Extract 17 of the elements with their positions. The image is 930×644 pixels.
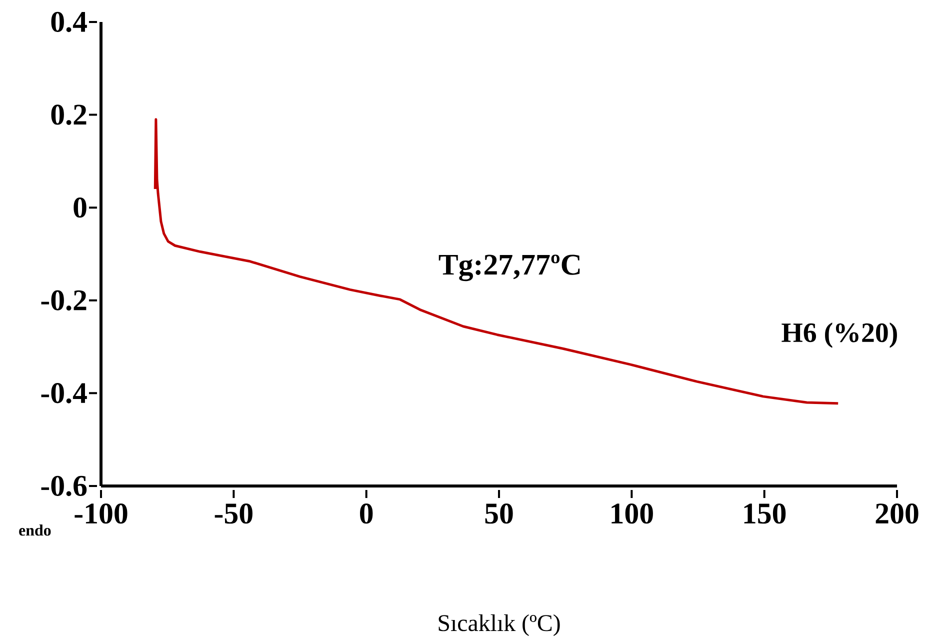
annotation: Tg:27,77ºC [438, 254, 580, 282]
x-tick-label: -50 [214, 504, 252, 524]
y-tick-label: 0 [74, 198, 86, 218]
y-tick-label: -0.6 [41, 476, 87, 496]
x-tick-label: 150 [744, 504, 786, 524]
y-tick-label: 0.2 [51, 104, 86, 125]
text: endo [19, 524, 51, 536]
x-axis-title: Sıcaklık (ºC) [438, 614, 560, 636]
x-tick-label: -100 [74, 504, 128, 524]
x-tick-label: 50 [485, 504, 513, 524]
y-tick-label: -0.4 [41, 383, 87, 404]
x-tick-label: 100 [612, 504, 653, 524]
y-tick-label: -0.2 [41, 290, 86, 311]
x-tick-label: 0 [360, 504, 373, 524]
x-tick-label: 200 [876, 504, 918, 524]
series-label: H6 (%20) [782, 322, 897, 348]
y-tick-label: 0.4 [51, 12, 87, 32]
